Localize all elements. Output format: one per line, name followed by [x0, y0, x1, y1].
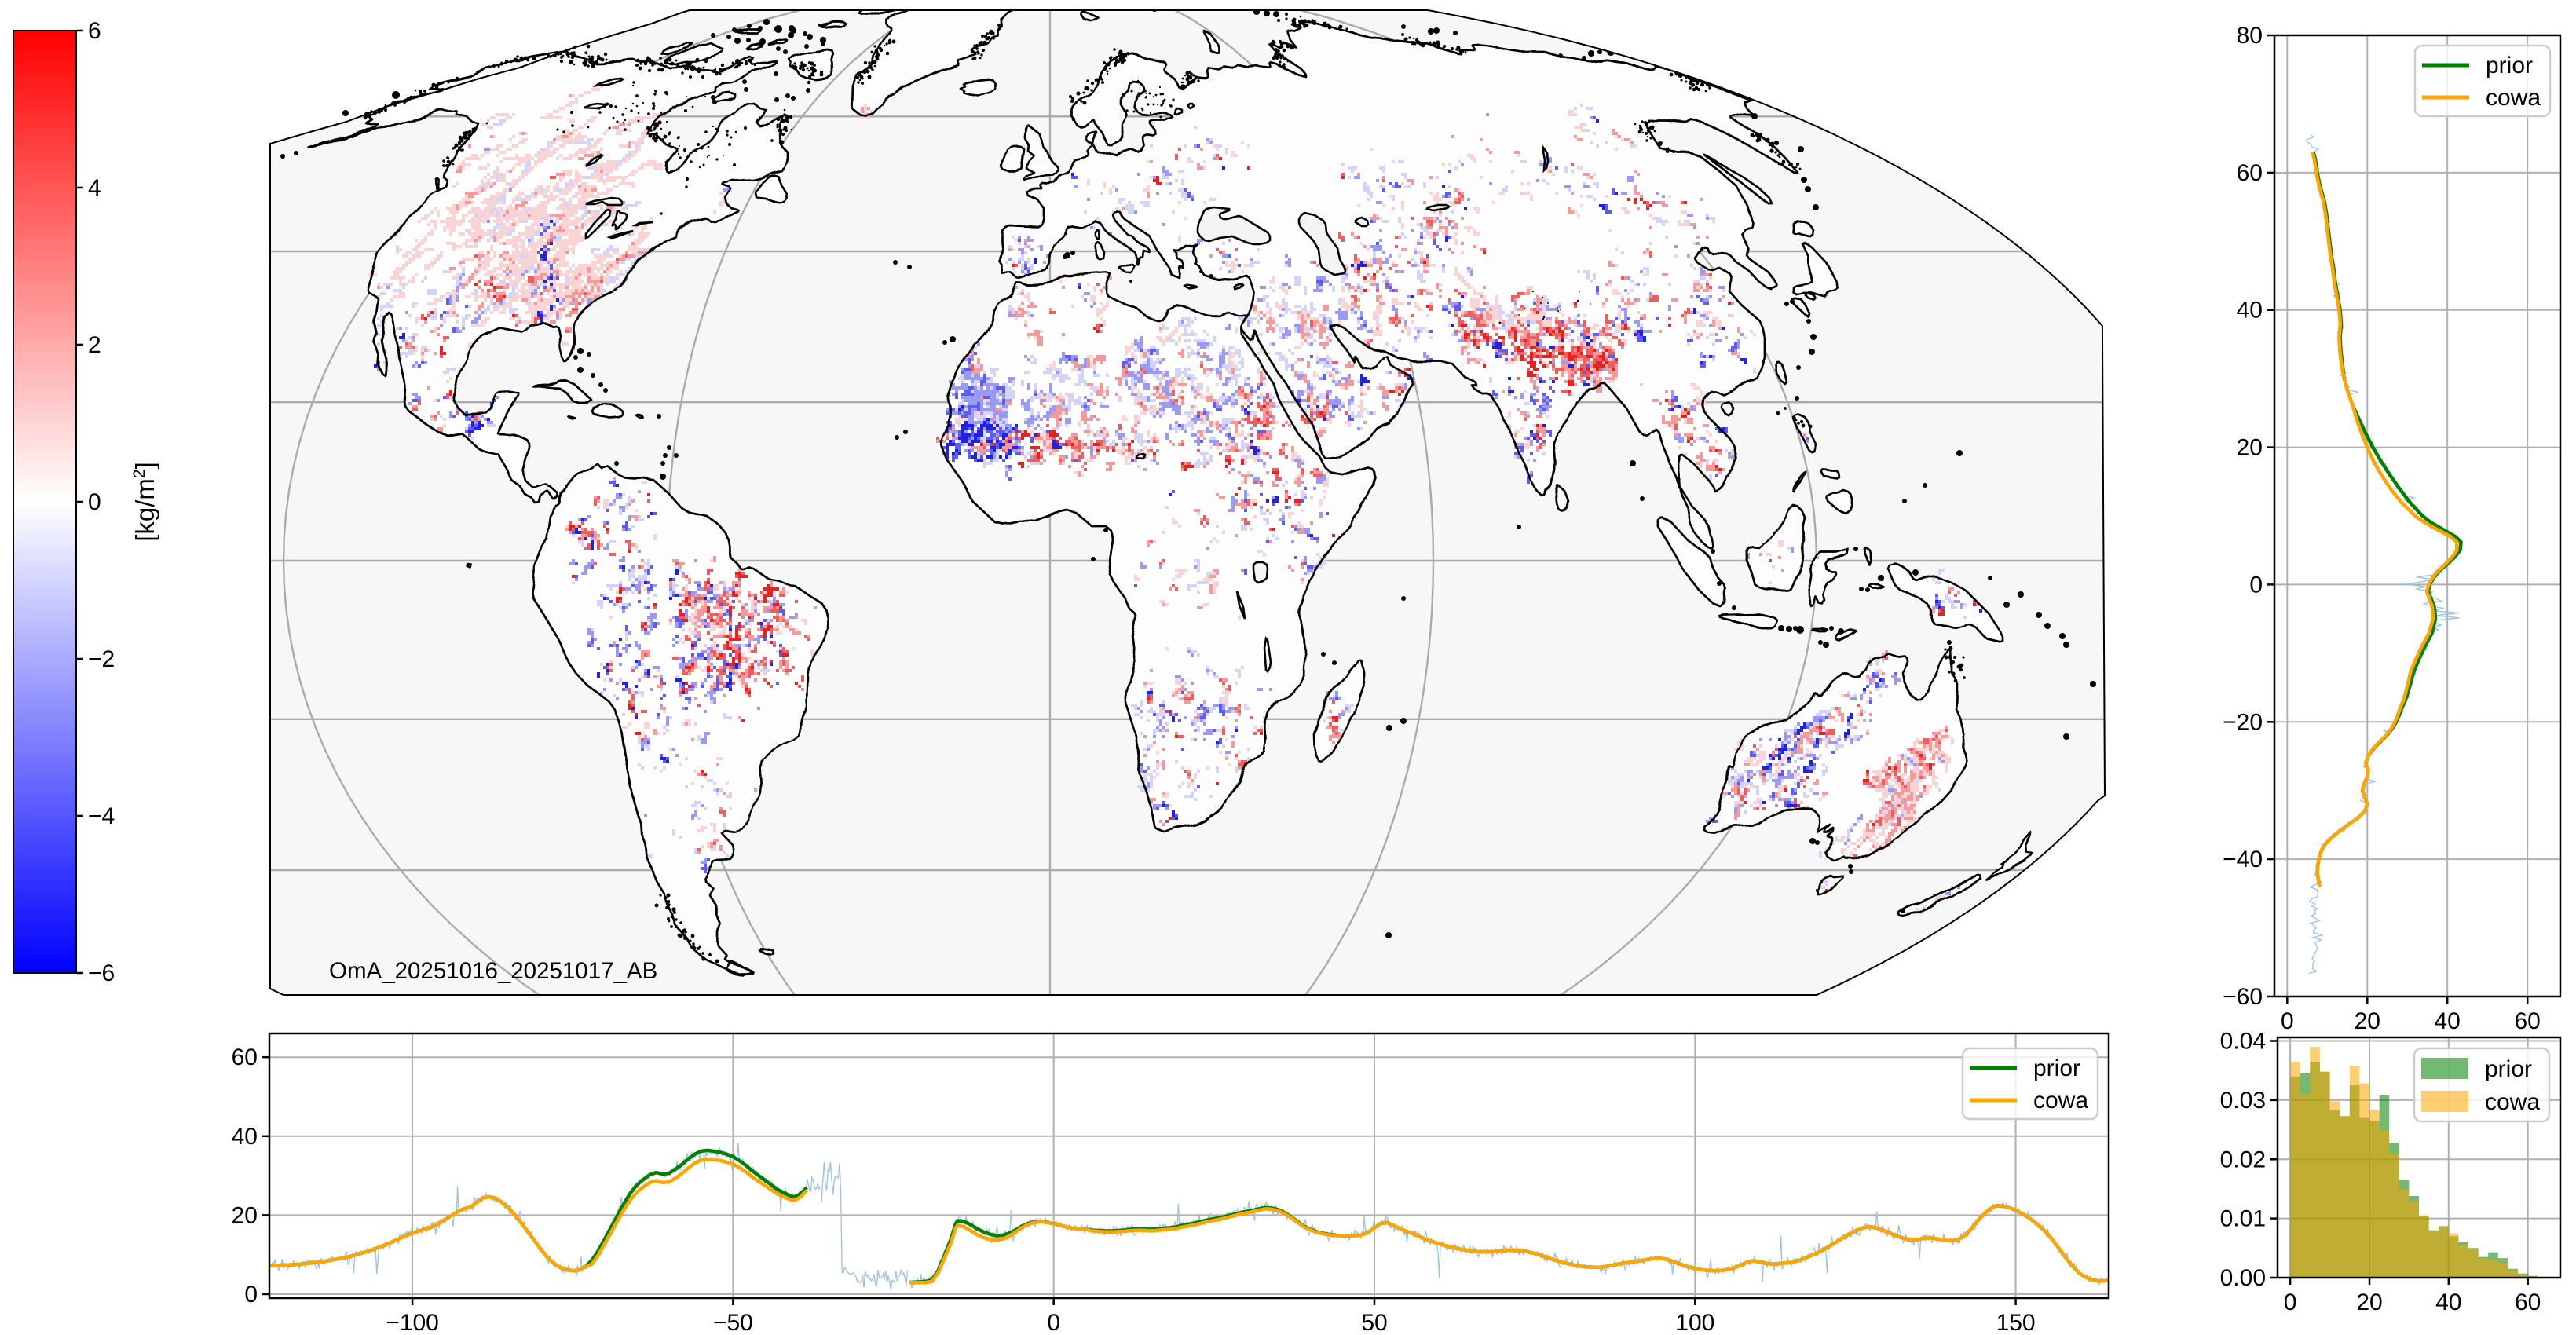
svg-text:0: 0 [244, 1282, 258, 1308]
svg-text:40: 40 [232, 1124, 258, 1150]
svg-text:100: 100 [1675, 1310, 1714, 1331]
svg-text:0: 0 [88, 489, 101, 515]
svg-text:0: 0 [1047, 1310, 1060, 1331]
svg-text:20: 20 [2356, 1289, 2382, 1315]
svg-text:0: 0 [2249, 572, 2263, 598]
svg-text:0.03: 0.03 [2220, 1088, 2266, 1114]
svg-text:60: 60 [2515, 1008, 2541, 1034]
svg-text:−20: −20 [2223, 709, 2263, 735]
svg-text:prior: prior [2033, 1055, 2080, 1081]
svg-text:cowa: cowa [2485, 1089, 2540, 1115]
svg-text:0: 0 [2281, 1008, 2294, 1034]
svg-text:80: 80 [2237, 23, 2263, 49]
svg-text:0.00: 0.00 [2220, 1265, 2266, 1291]
svg-text:−60: −60 [2223, 984, 2263, 1010]
svg-text:20: 20 [232, 1202, 258, 1228]
svg-text:cowa: cowa [2486, 85, 2541, 111]
svg-text:0.02: 0.02 [2220, 1147, 2266, 1172]
svg-text:OmA_20251016_20251017_AB: OmA_20251016_20251017_AB [329, 958, 657, 984]
svg-text:40: 40 [2237, 298, 2263, 324]
svg-text:−6: −6 [88, 960, 115, 986]
svg-text:50: 50 [1361, 1310, 1387, 1331]
svg-text:cowa: cowa [2033, 1088, 2088, 1114]
svg-text:2: 2 [88, 332, 101, 358]
svg-text:4: 4 [88, 175, 101, 201]
svg-text:60: 60 [232, 1044, 258, 1070]
svg-text:0.04: 0.04 [2220, 1029, 2266, 1055]
svg-text:−50: −50 [713, 1310, 753, 1331]
svg-text:−40: −40 [2223, 847, 2263, 872]
svg-text:20: 20 [2237, 435, 2263, 461]
svg-text:−100: −100 [386, 1310, 439, 1331]
svg-text:prior: prior [2486, 53, 2533, 79]
svg-text:−2: −2 [88, 646, 115, 672]
svg-text:−4: −4 [88, 803, 115, 829]
svg-text:prior: prior [2485, 1056, 2532, 1082]
svg-text:40: 40 [2435, 1008, 2461, 1034]
svg-text:60: 60 [2515, 1289, 2541, 1315]
svg-text:0: 0 [2284, 1289, 2297, 1315]
svg-text:60: 60 [2237, 160, 2263, 186]
svg-text:150: 150 [1996, 1310, 2036, 1331]
svg-text:0.01: 0.01 [2220, 1206, 2266, 1232]
svg-text:20: 20 [2355, 1008, 2380, 1034]
svg-text:40: 40 [2435, 1289, 2461, 1315]
svg-text:6: 6 [88, 18, 101, 44]
